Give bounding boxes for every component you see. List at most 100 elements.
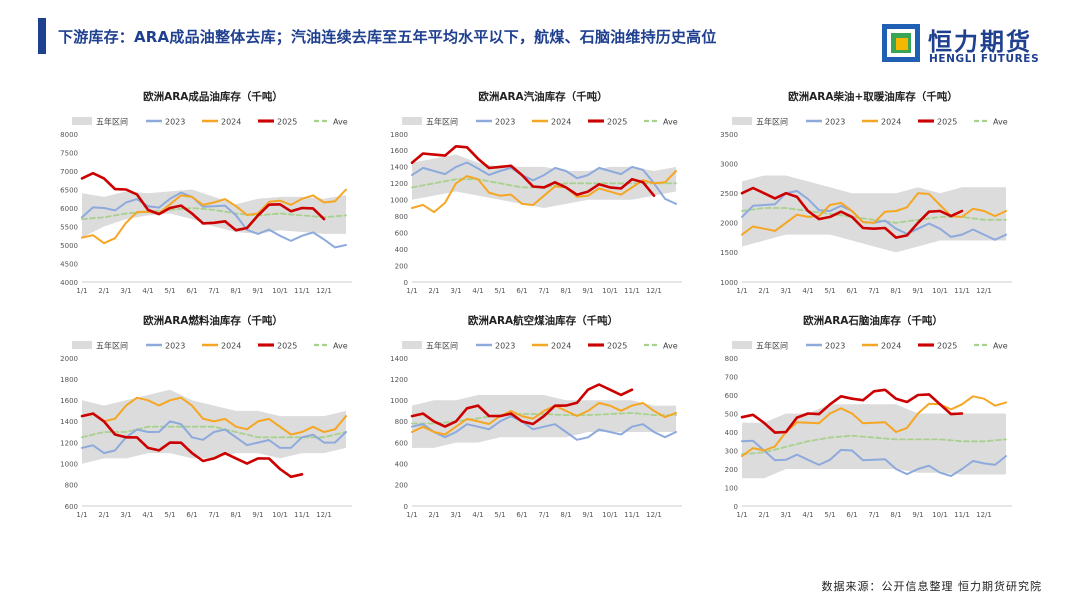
y-tick-label: 400 <box>725 429 738 437</box>
x-tick-label: 7/1 <box>868 287 879 295</box>
x-tick-label: 1/1 <box>76 287 87 295</box>
series-line-2024 <box>411 170 677 214</box>
y-tick-label: 7500 <box>60 149 78 157</box>
x-tick-label: 10/1 <box>932 511 948 519</box>
x-tick-label: 8/1 <box>230 511 241 519</box>
legend-label: 2025 <box>277 342 297 351</box>
logo-text-cn: 恒力期货 <box>928 28 1032 56</box>
y-tick-label: 2500 <box>720 190 738 198</box>
chart-legend: 五年区间 2023 2024 2025 Ave <box>72 341 348 351</box>
x-tick-label: 5/1 <box>824 287 835 295</box>
x-tick-label: 5/1 <box>494 287 505 295</box>
y-tick-label: 300 <box>725 447 738 455</box>
chart-panel: 欧洲ARA石脑油库存（千吨） 五年区间 2023 2024 2025 Ave 0 100 200… <box>712 310 1018 522</box>
y-tick-label: 1400 <box>60 418 78 426</box>
series-line-2025 <box>410 145 656 197</box>
title-accent-bar <box>38 18 46 54</box>
y-tick-label: 1000 <box>60 461 78 469</box>
chart-title: 欧洲ARA成品油库存（千吨） <box>143 90 283 103</box>
chart-svg: 欧洲ARA柴油+取暖油库存（千吨） 五年区间 2023 2024 2025 Ave 1000… <box>720 90 1012 295</box>
y-tick-label: 1600 <box>60 397 78 405</box>
series-line-2025 <box>80 171 326 232</box>
x-tick-label: 1/1 <box>406 287 417 295</box>
chart-svg: 欧洲ARA成品油库存（千吨） 五年区间 2023 2024 2025 Ave 4000 450… <box>60 90 352 295</box>
y-tick-label: 100 <box>725 484 738 492</box>
legend-label: 2023 <box>165 342 185 351</box>
y-tick-label: 3000 <box>720 160 738 168</box>
x-tick-label: 8/1 <box>560 287 571 295</box>
series-line-2025 <box>740 388 964 434</box>
legend-label: 2024 <box>881 118 901 127</box>
series-line-ave <box>741 434 1007 456</box>
source-note: 数据来源：公开信息整理 恒力期货研究院 <box>821 580 1042 593</box>
x-tick-label: 2/1 <box>98 287 109 295</box>
series-line-2023 <box>741 439 1007 477</box>
x-tick-label: 12/1 <box>646 287 662 295</box>
y-tick-label: 1200 <box>60 439 78 447</box>
legend-label: 2024 <box>551 342 571 351</box>
x-tick-label: 1/1 <box>406 511 417 519</box>
y-tick-label: 800 <box>65 482 78 490</box>
legend-label: Ave <box>333 118 348 127</box>
page-title: 下游库存：ARA成品油整体去库；汽油连续去库至五年平均水平以下，航煤、石脑油维持… <box>58 28 717 46</box>
x-tick-label: 10/1 <box>602 511 618 519</box>
x-tick-label: 5/1 <box>164 511 175 519</box>
y-tick-label: 200 <box>395 482 408 490</box>
x-tick-label: 8/1 <box>230 287 241 295</box>
y-tick-label: 400 <box>395 461 408 469</box>
x-tick-label: 1/1 <box>736 511 747 519</box>
series-line-2024 <box>81 396 347 436</box>
y-tick-label: 500 <box>725 410 738 418</box>
chart-svg: 欧洲ARA航空煤油库存（千吨） 五年区间 2023 2024 2025 Ave 0 200 40… <box>390 314 682 519</box>
y-tick-label: 6000 <box>60 205 78 213</box>
y-tick-label: 1800 <box>60 376 78 384</box>
legend-label: 五年区间 <box>426 341 458 351</box>
legend-label: 五年区间 <box>96 117 128 127</box>
legend-label: Ave <box>993 118 1008 127</box>
legend-label: 2024 <box>551 118 571 127</box>
x-tick-label: 3/1 <box>120 287 131 295</box>
legend-label: 2025 <box>937 342 957 351</box>
chart-panel: 欧洲ARA燃料油库存（千吨） 五年区间 2023 2024 2025 Ave 600 800 1… <box>52 310 358 522</box>
x-tick-label: 3/1 <box>450 287 461 295</box>
x-tick-label: 7/1 <box>538 511 549 519</box>
x-tick-label: 6/1 <box>186 287 197 295</box>
x-tick-label: 6/1 <box>186 511 197 519</box>
x-tick-label: 3/1 <box>120 511 131 519</box>
y-tick-label: 2000 <box>720 220 738 228</box>
x-tick-label: 6/1 <box>846 287 857 295</box>
series-line-2024 <box>411 402 677 436</box>
x-tick-label: 8/1 <box>890 287 901 295</box>
chart-title: 欧洲ARA汽油库存（千吨） <box>478 90 607 103</box>
legend-label: 2024 <box>881 342 901 351</box>
y-tick-label: 7000 <box>60 168 78 176</box>
legend-label: 五年区间 <box>756 341 788 351</box>
x-tick-label: 7/1 <box>208 511 219 519</box>
legend-label: Ave <box>333 342 348 351</box>
y-tick-label: 1500 <box>720 249 738 257</box>
x-tick-label: 3/1 <box>450 511 461 519</box>
legend-label: 五年区间 <box>426 117 458 127</box>
brand-logo: 恒力期货 HENGLI FUTURES <box>882 22 1052 68</box>
y-tick-label: 4500 <box>60 260 78 268</box>
chart-legend: 五年区间 2023 2024 2025 Ave <box>732 117 1008 127</box>
y-tick-label: 600 <box>725 392 738 400</box>
x-tick-label: 3/1 <box>780 511 791 519</box>
x-tick-label: 1/1 <box>76 511 87 519</box>
y-tick-label: 8000 <box>60 131 78 139</box>
x-tick-label: 6/1 <box>846 511 857 519</box>
series-line-ave <box>81 207 347 220</box>
logo-mark-icon <box>882 24 920 62</box>
series-line-2024 <box>741 192 1007 236</box>
legend-label: 2024 <box>221 118 241 127</box>
x-tick-label: 7/1 <box>868 511 879 519</box>
x-tick-label: 2/1 <box>428 287 439 295</box>
legend-swatch <box>402 117 422 125</box>
y-tick-label: 600 <box>395 229 408 237</box>
y-tick-label: 700 <box>725 373 738 381</box>
x-tick-label: 8/1 <box>560 511 571 519</box>
legend-swatch <box>72 117 92 125</box>
x-tick-label: 4/1 <box>142 511 153 519</box>
y-tick-label: 1600 <box>390 147 408 155</box>
y-tick-label: 1400 <box>390 355 408 363</box>
